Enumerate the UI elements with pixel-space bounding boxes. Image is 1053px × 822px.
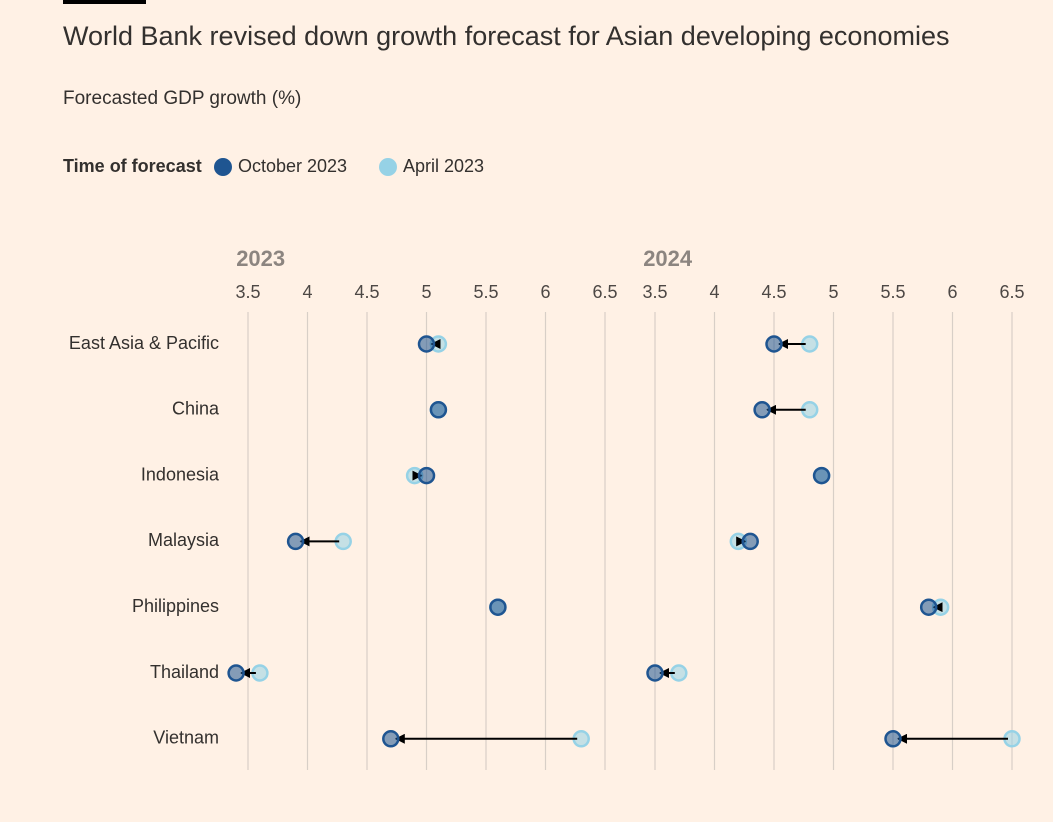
october-dot bbox=[382, 730, 400, 748]
x-tick-label: 6.5 bbox=[999, 282, 1024, 302]
x-tick-label: 5 bbox=[421, 282, 431, 302]
october-dot bbox=[417, 335, 436, 353]
x-tick-label: 5.5 bbox=[880, 282, 905, 302]
x-tick-label: 5.5 bbox=[473, 282, 498, 302]
x-tick-label: 6.5 bbox=[592, 282, 617, 302]
brand-bar bbox=[63, 0, 146, 4]
october-dot bbox=[765, 335, 783, 353]
subtitle: Forecasted GDP growth (%) bbox=[63, 88, 301, 109]
legend-swatch bbox=[214, 158, 232, 176]
category-label: East Asia & Pacific bbox=[69, 333, 219, 353]
x-tick-label: 4 bbox=[302, 282, 312, 302]
legend-swatch bbox=[379, 158, 397, 176]
x-tick-label: 4.5 bbox=[761, 282, 786, 302]
category-label: China bbox=[172, 399, 220, 419]
category-label: Philippines bbox=[132, 596, 219, 616]
october-dot bbox=[812, 466, 831, 485]
october-dot bbox=[286, 532, 305, 551]
x-tick-label: 6 bbox=[540, 282, 550, 302]
october-dot bbox=[646, 664, 664, 682]
october-dot bbox=[227, 664, 245, 682]
legend-label: April 2023 bbox=[403, 156, 484, 176]
october-dot bbox=[919, 598, 938, 616]
chart-title: World Bank revised down growth forecast … bbox=[63, 21, 949, 51]
october-dot bbox=[489, 598, 507, 616]
x-tick-label: 4 bbox=[709, 282, 719, 302]
category-label: Vietnam bbox=[153, 728, 219, 748]
october-dot bbox=[417, 466, 436, 485]
category-label: Thailand bbox=[150, 662, 219, 682]
october-dot bbox=[741, 532, 759, 551]
october-dot bbox=[884, 730, 902, 748]
x-tick-label: 3.5 bbox=[235, 282, 260, 302]
panel-title: 2024 bbox=[643, 246, 693, 271]
legend-label: October 2023 bbox=[238, 156, 347, 176]
x-tick-label: 3.5 bbox=[642, 282, 667, 302]
x-tick-label: 5 bbox=[828, 282, 838, 302]
legend-title: Time of forecast bbox=[63, 156, 202, 176]
october-dot bbox=[753, 401, 771, 419]
october-dot bbox=[429, 401, 448, 419]
category-label: Indonesia bbox=[141, 464, 220, 484]
x-tick-label: 4.5 bbox=[354, 282, 379, 302]
x-tick-label: 6 bbox=[947, 282, 957, 302]
category-label: Malaysia bbox=[148, 530, 220, 550]
panel-title: 2023 bbox=[236, 246, 285, 271]
